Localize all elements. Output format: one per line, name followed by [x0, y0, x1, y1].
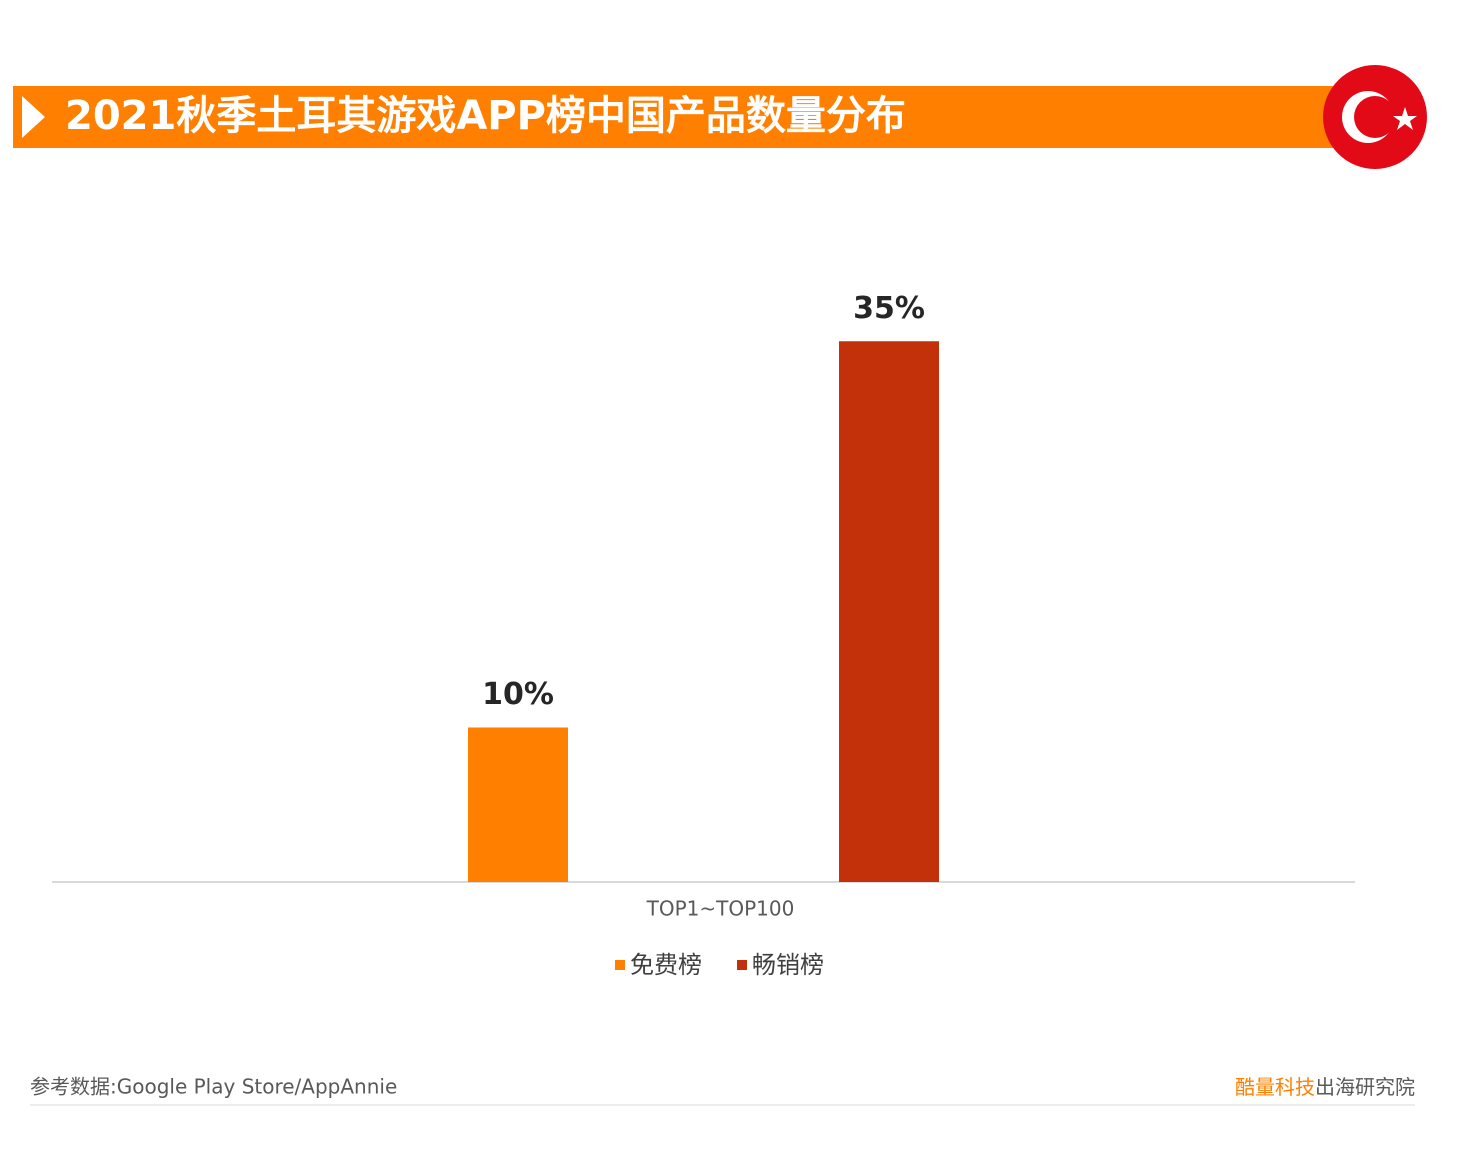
brand: 酷量科技出海研究院 [1235, 1075, 1415, 1099]
bar [468, 727, 568, 882]
flag [1323, 65, 1427, 169]
value-label: 10% [482, 677, 554, 712]
x-tick-label: TOP1~TOP100 [646, 897, 795, 921]
title-bar [13, 86, 1333, 148]
source-note: 参考数据:Google Play Store/AppAnnie [30, 1075, 397, 1099]
legend-label: 畅销榜 [752, 951, 824, 979]
brand-highlight: 酷量科技 [1235, 1075, 1315, 1099]
value-label: 35% [853, 291, 925, 326]
legend-label: 免费榜 [630, 951, 702, 979]
legend-swatch [615, 960, 625, 970]
flag-star [1393, 107, 1417, 130]
title-arrow [22, 96, 45, 138]
legend-swatch [737, 960, 747, 970]
brand-rest: 出海研究院 [1315, 1075, 1415, 1099]
flag-crescent-cut [1354, 96, 1396, 138]
chart-title: 2021秋季土耳其游戏APP榜中国产品数量分布 [65, 93, 906, 139]
bar [839, 341, 939, 882]
